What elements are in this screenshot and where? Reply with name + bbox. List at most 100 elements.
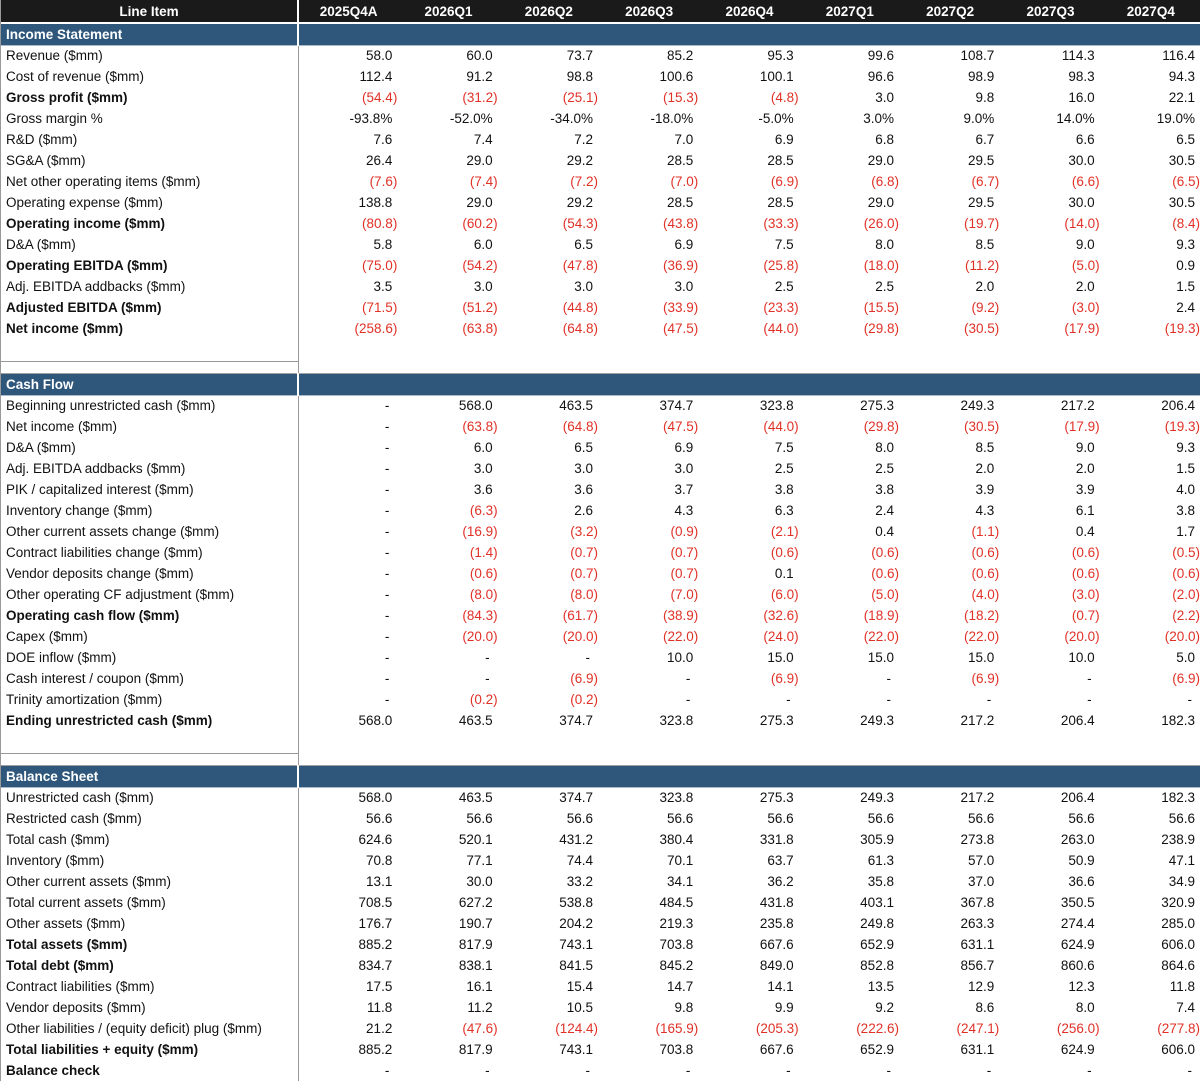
row-label-cell[interactable]: Other liabilities / (equity deficit) plu… xyxy=(1,1018,299,1039)
value-cell[interactable]: 2.0 xyxy=(900,458,1000,479)
value-cell[interactable]: (80.8) xyxy=(298,213,398,234)
value-cell[interactable]: (2.2) xyxy=(1101,605,1200,626)
value-cell[interactable]: - xyxy=(800,689,900,710)
value-cell[interactable]: 114.3 xyxy=(1000,45,1100,66)
value-cell[interactable]: - xyxy=(298,395,398,416)
value-cell[interactable]: 34.9 xyxy=(1101,871,1200,892)
value-cell[interactable]: 2.0 xyxy=(1000,458,1100,479)
value-cell[interactable]: 463.5 xyxy=(499,395,599,416)
value-cell[interactable]: (0.7) xyxy=(499,542,599,563)
value-cell[interactable]: 96.6 xyxy=(800,66,900,87)
value-cell[interactable]: 73.7 xyxy=(499,45,599,66)
value-cell[interactable]: 249.8 xyxy=(800,913,900,934)
value-cell[interactable]: (0.7) xyxy=(1000,605,1100,626)
value-cell[interactable]: 7.0 xyxy=(599,129,699,150)
value-cell[interactable]: (4.8) xyxy=(699,87,799,108)
value-cell[interactable]: (6.8) xyxy=(800,171,900,192)
value-cell[interactable]: 28.5 xyxy=(699,192,799,213)
value-cell[interactable]: 50.9 xyxy=(1000,850,1100,871)
value-cell[interactable]: 463.5 xyxy=(398,787,498,808)
value-cell[interactable]: - xyxy=(1000,689,1100,710)
column-header-cell[interactable]: 2027Q1 xyxy=(799,0,900,24)
column-header-cell[interactable]: 2027Q4 xyxy=(1100,0,1200,24)
value-cell[interactable]: 85.2 xyxy=(599,45,699,66)
value-cell[interactable]: 21.2 xyxy=(298,1018,398,1039)
value-cell[interactable]: (19.7) xyxy=(900,213,1000,234)
value-cell[interactable]: (0.6) xyxy=(800,563,900,584)
value-cell[interactable]: 3.8 xyxy=(699,479,799,500)
value-cell[interactable]: - xyxy=(298,626,398,647)
value-cell[interactable]: (0.6) xyxy=(900,542,1000,563)
value-cell[interactable]: 33.2 xyxy=(499,871,599,892)
value-cell[interactable]: 15.0 xyxy=(900,647,1000,668)
value-cell[interactable]: (19.3) xyxy=(1101,416,1200,437)
value-cell[interactable]: - xyxy=(900,689,1000,710)
value-cell[interactable]: (0.2) xyxy=(499,689,599,710)
value-cell[interactable]: 30.0 xyxy=(1000,150,1100,171)
value-cell[interactable]: 484.5 xyxy=(599,892,699,913)
value-cell[interactable]: (4.0) xyxy=(900,584,1000,605)
value-cell[interactable]: 0.4 xyxy=(1000,521,1100,542)
value-cell[interactable]: - xyxy=(298,647,398,668)
value-cell[interactable]: 217.2 xyxy=(900,710,1000,731)
value-cell[interactable]: 34.1 xyxy=(599,871,699,892)
value-cell[interactable]: 3.9 xyxy=(900,479,1000,500)
value-cell[interactable]: 703.8 xyxy=(599,934,699,955)
value-cell[interactable]: 3.9 xyxy=(1000,479,1100,500)
value-cell[interactable]: 6.9 xyxy=(599,437,699,458)
value-cell[interactable]: 538.8 xyxy=(499,892,599,913)
value-cell[interactable]: 249.3 xyxy=(900,395,1000,416)
value-cell[interactable]: (15.5) xyxy=(800,297,900,318)
value-cell[interactable]: 28.5 xyxy=(599,150,699,171)
value-cell[interactable]: (6.7) xyxy=(900,171,1000,192)
value-cell[interactable]: 0.9 xyxy=(1101,255,1200,276)
value-cell[interactable]: 74.4 xyxy=(499,850,599,871)
value-cell[interactable]: (64.8) xyxy=(499,416,599,437)
value-cell[interactable]: - xyxy=(499,1060,599,1081)
value-cell[interactable]: 29.2 xyxy=(499,192,599,213)
value-cell[interactable]: 58.0 xyxy=(298,45,398,66)
value-cell[interactable]: (5.0) xyxy=(800,584,900,605)
value-cell[interactable]: - xyxy=(699,1060,799,1081)
value-cell[interactable]: 860.6 xyxy=(1000,955,1100,976)
value-cell[interactable]: (0.6) xyxy=(800,542,900,563)
value-cell[interactable]: (2.1) xyxy=(699,521,799,542)
value-cell[interactable]: 2.5 xyxy=(800,458,900,479)
value-cell[interactable]: -18.0% xyxy=(599,108,699,129)
value-cell[interactable]: 624.6 xyxy=(298,829,398,850)
value-cell[interactable]: (31.2) xyxy=(398,87,498,108)
value-cell[interactable]: (36.9) xyxy=(599,255,699,276)
value-cell[interactable]: (7.4) xyxy=(398,171,498,192)
value-cell[interactable]: 568.0 xyxy=(298,710,398,731)
value-cell[interactable]: (1.1) xyxy=(900,521,1000,542)
value-cell[interactable]: 100.1 xyxy=(699,66,799,87)
value-cell[interactable]: (18.2) xyxy=(900,605,1000,626)
value-cell[interactable]: 520.1 xyxy=(398,829,498,850)
value-cell[interactable]: 37.0 xyxy=(900,871,1000,892)
row-label-cell[interactable]: SG&A ($mm) xyxy=(1,150,299,171)
value-cell[interactable]: (44.0) xyxy=(699,318,799,339)
value-cell[interactable]: 29.0 xyxy=(398,192,498,213)
value-cell[interactable]: (17.9) xyxy=(1000,416,1100,437)
value-cell[interactable]: 6.5 xyxy=(1101,129,1200,150)
value-cell[interactable]: 12.9 xyxy=(900,976,1000,997)
value-cell[interactable]: 374.7 xyxy=(599,395,699,416)
value-cell[interactable]: (6.6) xyxy=(1000,171,1100,192)
value-cell[interactable]: 219.3 xyxy=(599,913,699,934)
value-cell[interactable]: 7.6 xyxy=(298,129,398,150)
value-cell[interactable]: 652.9 xyxy=(800,934,900,955)
column-header-cell[interactable]: 2026Q4 xyxy=(699,0,800,24)
value-cell[interactable]: (20.0) xyxy=(1101,626,1200,647)
value-cell[interactable]: 743.1 xyxy=(499,934,599,955)
value-cell[interactable]: (0.5) xyxy=(1101,542,1200,563)
value-cell[interactable]: - xyxy=(398,647,498,668)
value-cell[interactable]: (258.6) xyxy=(298,318,398,339)
value-cell[interactable]: (32.6) xyxy=(699,605,799,626)
value-cell[interactable]: (8.4) xyxy=(1101,213,1200,234)
value-cell[interactable]: 2.6 xyxy=(499,500,599,521)
value-cell[interactable]: (2.0) xyxy=(1101,584,1200,605)
value-cell[interactable]: 217.2 xyxy=(1000,395,1100,416)
value-cell[interactable]: (15.3) xyxy=(599,87,699,108)
row-label-cell[interactable]: D&A ($mm) xyxy=(1,437,299,458)
value-cell[interactable]: 3.7 xyxy=(599,479,699,500)
